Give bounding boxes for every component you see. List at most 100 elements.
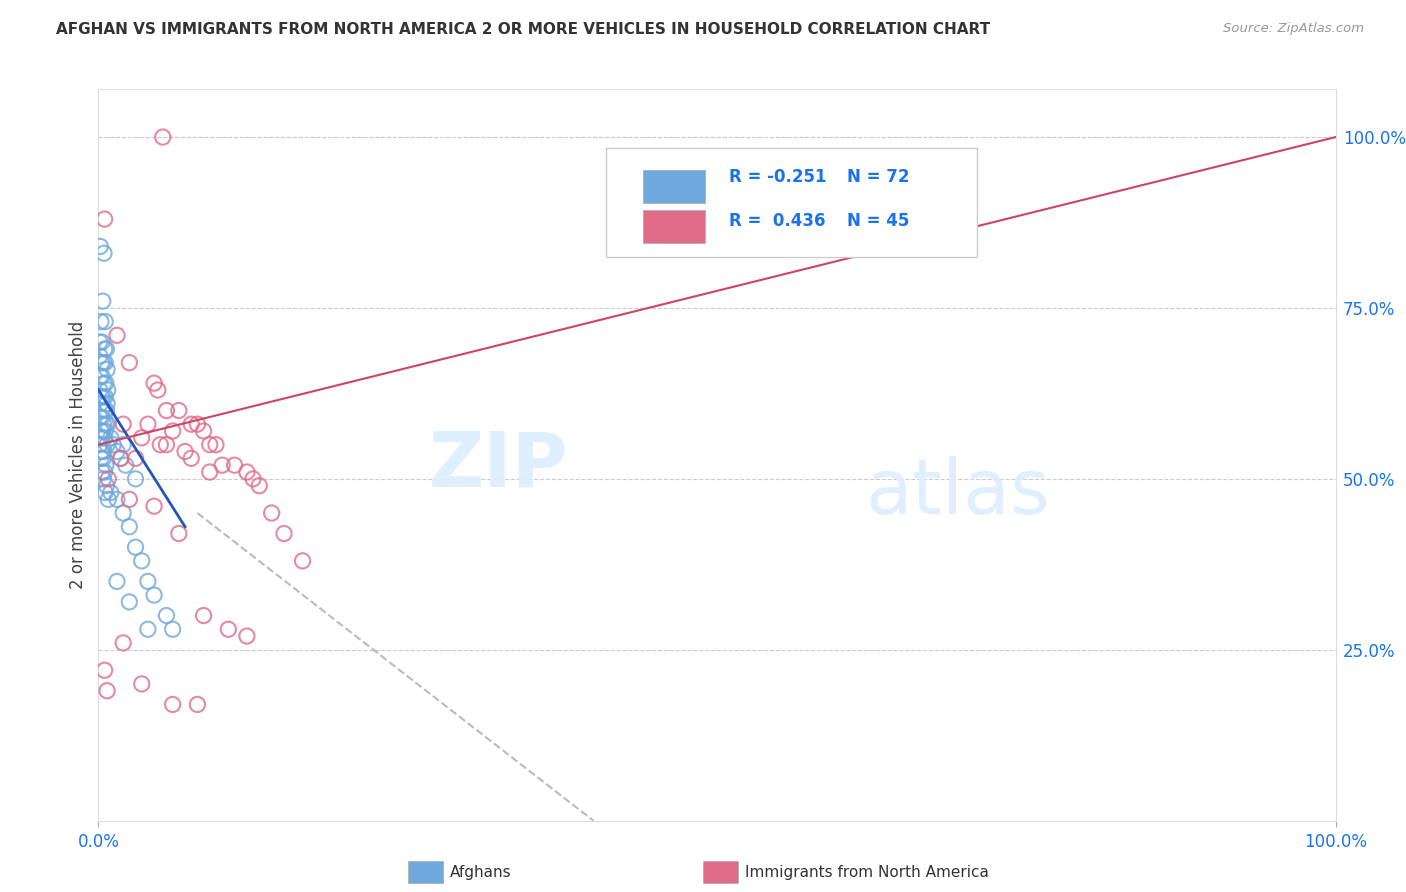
- Point: [273, 526, 295, 541]
- Point: [93, 465, 115, 479]
- Point: [94, 458, 117, 472]
- Point: [105, 328, 128, 343]
- Point: [131, 677, 153, 691]
- Point: [96, 403, 118, 417]
- Point: [143, 499, 166, 513]
- Text: Source: ZipAtlas.com: Source: ZipAtlas.com: [1223, 22, 1364, 36]
- Point: [224, 458, 246, 472]
- Point: [136, 417, 159, 432]
- Point: [97, 383, 120, 397]
- Point: [91, 431, 114, 445]
- Point: [93, 403, 115, 417]
- Point: [89, 349, 111, 363]
- Point: [90, 390, 112, 404]
- Point: [91, 465, 114, 479]
- Point: [91, 424, 114, 438]
- Point: [90, 315, 112, 329]
- Point: [100, 485, 122, 500]
- Point: [94, 376, 117, 391]
- Text: R = -0.251: R = -0.251: [730, 169, 827, 186]
- Point: [96, 478, 118, 492]
- Point: [89, 239, 111, 253]
- Point: [136, 574, 159, 589]
- Point: [105, 444, 128, 458]
- Point: [96, 342, 118, 356]
- Text: R =  0.436: R = 0.436: [730, 212, 825, 230]
- Point: [93, 663, 115, 677]
- Point: [118, 595, 141, 609]
- Text: Immigrants from North America: Immigrants from North America: [745, 865, 988, 880]
- Text: ZIP: ZIP: [429, 428, 568, 502]
- Point: [143, 376, 166, 391]
- Point: [93, 376, 115, 391]
- Text: N = 72: N = 72: [846, 169, 910, 186]
- Point: [96, 362, 118, 376]
- Point: [91, 294, 114, 309]
- Point: [186, 698, 208, 712]
- Point: [155, 403, 177, 417]
- Point: [93, 212, 115, 227]
- Point: [94, 424, 117, 438]
- Point: [124, 540, 146, 554]
- Point: [236, 629, 259, 643]
- Point: [242, 472, 264, 486]
- Point: [124, 472, 146, 486]
- Point: [247, 478, 270, 492]
- Point: [90, 444, 112, 458]
- Point: [94, 417, 117, 432]
- Point: [96, 397, 118, 411]
- Point: [112, 506, 135, 520]
- Point: [94, 356, 117, 370]
- Text: AFGHAN VS IMMIGRANTS FROM NORTH AMERICA 2 OR MORE VEHICLES IN HOUSEHOLD CORRELAT: AFGHAN VS IMMIGRANTS FROM NORTH AMERICA …: [56, 22, 990, 37]
- Point: [167, 526, 190, 541]
- Bar: [643, 169, 704, 202]
- Point: [291, 554, 314, 568]
- Point: [91, 403, 114, 417]
- Point: [186, 417, 208, 432]
- Point: [155, 438, 177, 452]
- Point: [136, 622, 159, 636]
- Point: [97, 492, 120, 507]
- Point: [236, 465, 259, 479]
- Point: [96, 438, 118, 452]
- Point: [96, 683, 118, 698]
- Point: [118, 356, 141, 370]
- Point: [90, 356, 112, 370]
- Point: [103, 438, 125, 452]
- Point: [89, 335, 111, 350]
- Point: [152, 130, 174, 145]
- Point: [89, 369, 111, 384]
- Point: [155, 608, 177, 623]
- Point: [93, 444, 115, 458]
- Point: [198, 438, 221, 452]
- Point: [174, 444, 197, 458]
- Point: [93, 246, 115, 260]
- Point: [131, 431, 153, 445]
- Point: [89, 410, 111, 425]
- Point: [89, 431, 111, 445]
- Point: [97, 472, 120, 486]
- Point: [93, 342, 115, 356]
- Point: [93, 431, 115, 445]
- Point: [112, 636, 135, 650]
- Point: [180, 451, 202, 466]
- Point: [118, 519, 141, 533]
- Point: [198, 465, 221, 479]
- Point: [100, 431, 122, 445]
- Text: atlas: atlas: [866, 456, 1050, 530]
- Y-axis label: 2 or more Vehicles in Household: 2 or more Vehicles in Household: [69, 321, 87, 589]
- Point: [131, 554, 153, 568]
- Point: [89, 383, 111, 397]
- Point: [90, 451, 112, 466]
- Point: [118, 492, 141, 507]
- Point: [149, 438, 172, 452]
- Text: N = 45: N = 45: [846, 212, 910, 230]
- Point: [93, 417, 115, 432]
- Point: [97, 417, 120, 432]
- Point: [162, 424, 184, 438]
- Point: [93, 472, 115, 486]
- Point: [112, 417, 135, 432]
- Point: [93, 390, 115, 404]
- Point: [105, 574, 128, 589]
- Point: [193, 424, 215, 438]
